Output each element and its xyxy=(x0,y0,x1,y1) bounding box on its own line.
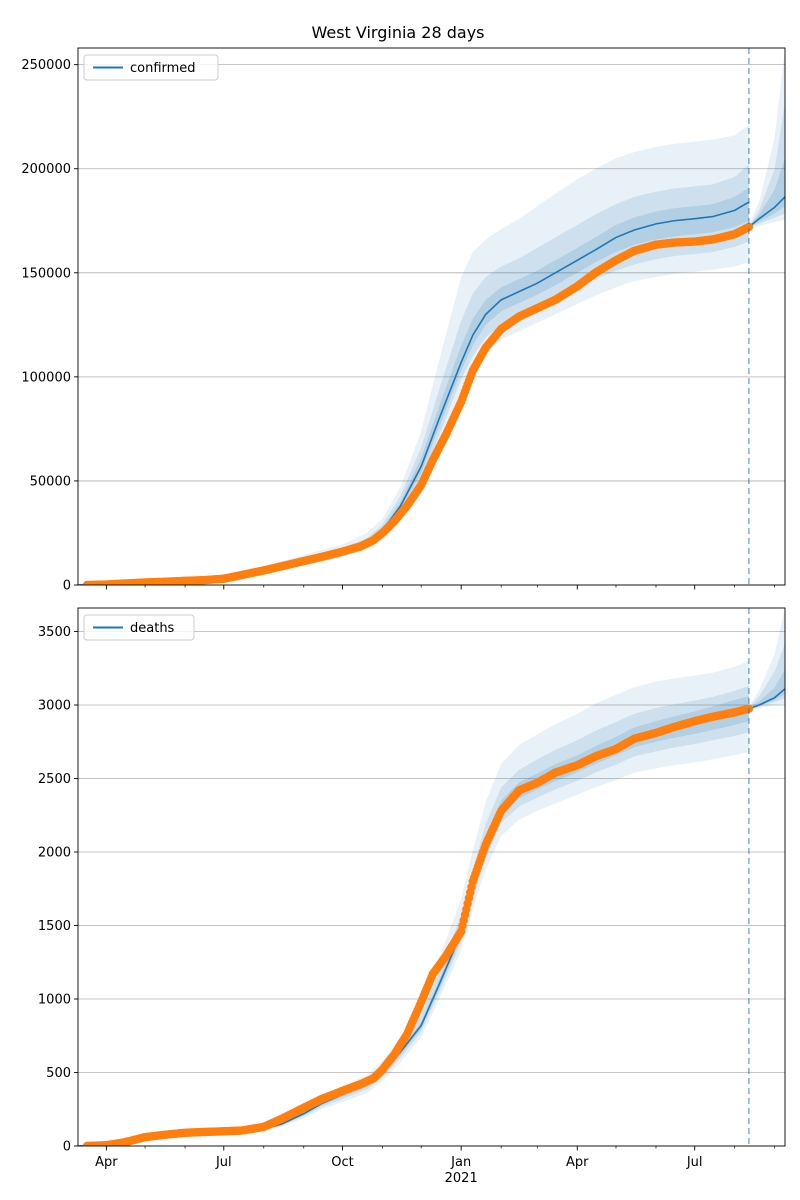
axes-frame xyxy=(77,47,786,586)
x-tick-label: Jul xyxy=(686,1155,703,1170)
y-tick-label: 150000 xyxy=(21,266,71,281)
y-tick-label: 500 xyxy=(46,1066,71,1081)
y-tick-label: 0 xyxy=(63,1140,71,1155)
y-tick-label: 200000 xyxy=(21,162,71,177)
y-tick-label: 1500 xyxy=(38,919,71,934)
uncertainty-band-middle xyxy=(78,685,749,1146)
y-tick-label: 50000 xyxy=(30,474,71,489)
y-tick-label: 3500 xyxy=(38,625,71,640)
confirmed-plot-area xyxy=(78,48,785,585)
forecast-band-outer xyxy=(748,608,785,711)
y-tick-label: 2500 xyxy=(38,772,71,787)
deaths-observed-series xyxy=(82,704,754,1146)
x-tick-label: Oct xyxy=(331,1155,353,1170)
legend-label: confirmed xyxy=(130,61,196,76)
confirmed-legend: confirmed xyxy=(83,54,219,81)
observed-point xyxy=(744,222,754,232)
y-tick-label: 0 xyxy=(63,579,71,594)
legend-box xyxy=(83,54,219,81)
forecast-band-middle xyxy=(748,102,785,229)
confirmed-observed-series xyxy=(82,222,754,585)
y-tick-label: 3000 xyxy=(38,699,71,714)
forecast-band-middle xyxy=(748,643,785,711)
y-tick-label: 100000 xyxy=(21,370,71,385)
y-tick-label: 2000 xyxy=(38,846,71,861)
x-year-label: 2021 xyxy=(445,1171,478,1186)
deaths-plot-area xyxy=(78,608,785,1146)
x-tick-label: Apr xyxy=(95,1155,118,1170)
legend-box xyxy=(83,614,195,641)
chart-title: West Virginia 28 days xyxy=(311,23,484,42)
legend-label: deaths xyxy=(130,621,175,636)
deaths-model-line xyxy=(78,707,750,1146)
confirmed-forecast-line xyxy=(748,196,785,228)
x-tick-label: Jul xyxy=(215,1155,232,1170)
deaths-forecast-line xyxy=(748,688,785,710)
x-tick-label: Apr xyxy=(566,1155,589,1170)
uncertainty-band-outer xyxy=(78,125,749,585)
forecast-band-outer xyxy=(748,48,785,230)
uncertainty-band-outer xyxy=(78,660,749,1146)
deaths-panel: 0 500 1000 1500 2000 2500 3000 3500 Apr Jul Oct Jan… xyxy=(38,607,786,1186)
uncertainty-band-inner xyxy=(78,187,749,585)
deaths-legend: deaths xyxy=(83,614,195,641)
uncertainty-band-middle xyxy=(78,164,749,585)
y-tick-label: 250000 xyxy=(21,58,71,73)
axes-frame xyxy=(77,607,786,1147)
forecast-band-inner xyxy=(748,158,785,228)
y-tick-label: 1000 xyxy=(38,993,71,1008)
confirmed-panel: 0 50000 100000 150000 200000 250000 confirmed xyxy=(21,47,786,594)
x-tick-label: Jan xyxy=(450,1155,471,1170)
